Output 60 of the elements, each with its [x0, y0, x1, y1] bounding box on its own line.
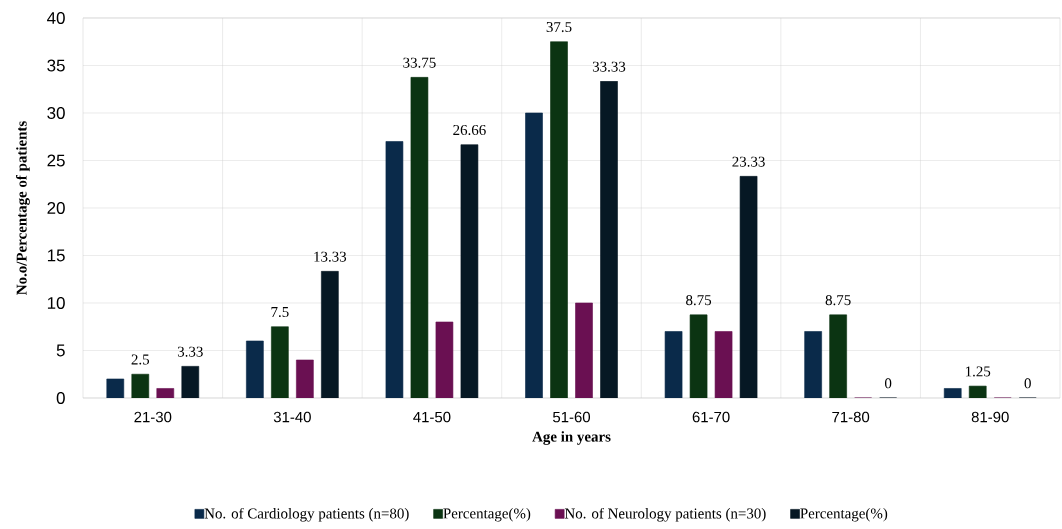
y-tick-label: 30	[47, 106, 65, 119]
x-tick-label: 21-30	[134, 411, 172, 423]
x-tick-label: 71-80	[832, 411, 870, 423]
bar	[689, 314, 708, 398]
bar	[525, 112, 543, 398]
y-tick-label: 20	[47, 201, 65, 214]
legend-label: Percentage(%)	[800, 507, 888, 522]
bar	[410, 77, 429, 398]
bar	[550, 41, 568, 398]
bar	[968, 385, 987, 398]
bar	[385, 141, 404, 398]
legend-label: No. of Neurology patients (n=30)	[564, 507, 766, 522]
y-axis-title: No.o/Percentage of patients	[16, 121, 30, 295]
bar	[664, 331, 683, 398]
data-label: 26.66	[453, 125, 486, 136]
data-label: 8.75	[686, 295, 712, 306]
y-tick-label: 25	[47, 154, 65, 167]
legend-label: No. of Cardiology patients (n=80)	[204, 507, 409, 522]
bar	[321, 271, 339, 398]
bar	[829, 314, 847, 398]
y-tick-label: 40	[47, 11, 65, 24]
bar	[575, 302, 593, 398]
data-label: 1.25	[965, 366, 991, 377]
data-label: 7.5	[271, 307, 289, 318]
bar	[246, 340, 264, 398]
data-label: 13.33	[314, 251, 347, 262]
bar	[271, 326, 289, 398]
bar	[296, 359, 314, 398]
data-label: 0	[884, 378, 892, 389]
bar	[131, 373, 150, 398]
bar	[739, 176, 758, 398]
x-tick-label: 61-70	[692, 411, 730, 423]
data-label: 37.5	[546, 22, 572, 33]
y-tick-label: 0	[56, 391, 65, 404]
x-tick-label: 51-60	[552, 411, 591, 423]
data-label: 23.33	[732, 156, 765, 167]
x-tick-label: 81-90	[971, 411, 1009, 423]
bar	[156, 388, 175, 398]
data-label: 33.33	[592, 61, 626, 72]
y-tick-label: 10	[47, 296, 65, 309]
data-label: 2.5	[131, 354, 150, 365]
bar	[600, 81, 618, 398]
bar	[460, 144, 479, 398]
x-tick-label: 31-40	[273, 411, 311, 423]
bar	[106, 378, 125, 398]
y-tick-label: 5	[56, 344, 65, 357]
bar	[714, 331, 733, 398]
x-axis-title: Age in years	[532, 431, 611, 445]
data-label: 0	[1024, 378, 1031, 389]
data-label: 33.75	[403, 57, 436, 68]
data-label: 3.33	[177, 346, 203, 357]
y-tick-label: 15	[47, 249, 65, 262]
bar	[181, 366, 200, 398]
bar	[435, 321, 454, 398]
y-tick-label: 35	[47, 59, 65, 72]
x-tick-label: 41-50	[413, 411, 451, 423]
bar	[943, 388, 962, 398]
data-label: 8.75	[825, 295, 851, 306]
bar	[804, 331, 822, 398]
legend-label: Percentage(%)	[443, 507, 531, 522]
